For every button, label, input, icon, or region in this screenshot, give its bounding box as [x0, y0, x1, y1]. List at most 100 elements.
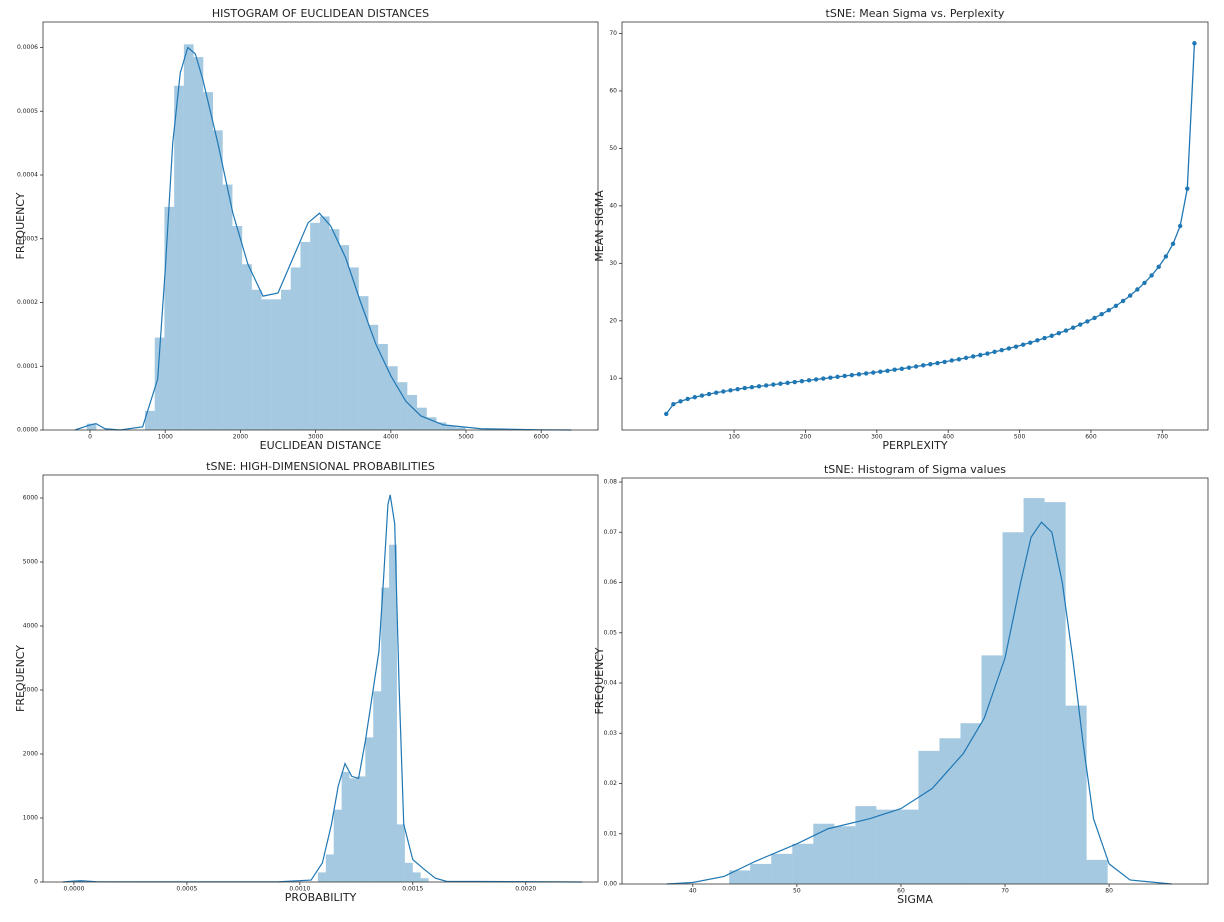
histogram-bar: [981, 655, 1003, 884]
point-marker: [856, 372, 862, 377]
point-marker: [942, 359, 947, 365]
histogram-bar: [349, 267, 359, 430]
histogram-bar: [389, 544, 397, 882]
y-tick-label: 0.07: [604, 529, 618, 536]
histogram-bar: [729, 870, 751, 884]
histogram-bar: [436, 422, 447, 430]
point-marker: [692, 395, 698, 400]
histogram-bar: [154, 337, 165, 430]
axes-frame: [42, 474, 599, 883]
histogram-bar: [420, 878, 429, 882]
point-marker: [1049, 333, 1054, 338]
subplot: tSNE: Histogram of Sigma values SIGMA FREQ…: [593, 463, 1209, 906]
point-marker: [756, 384, 762, 389]
x-tick-label: 6000: [534, 434, 549, 441]
x-axis-label: SIGMA: [897, 893, 933, 906]
y-axis-label: FREQUENCY: [14, 192, 27, 259]
histogram-bar: [349, 778, 358, 882]
y-tick-label: 0: [34, 879, 38, 886]
point-marker: [878, 369, 883, 374]
histogram-bar: [365, 737, 374, 882]
point-marker: [1042, 335, 1047, 341]
y-tick-label: 3000: [23, 687, 38, 694]
point-marker: [678, 399, 683, 404]
histogram-bar: [897, 809, 919, 884]
histogram-bar: [834, 826, 856, 884]
histogram-bar: [771, 853, 793, 884]
x-tick-label: 60: [897, 888, 905, 895]
point-marker: [1120, 298, 1126, 304]
y-tick-label: 5000: [23, 559, 38, 566]
histogram-bar: [281, 289, 291, 430]
point-marker: [963, 355, 969, 361]
axes-frame: [621, 21, 1209, 431]
line-series: [665, 43, 1196, 415]
histogram-bar: [325, 854, 334, 882]
point-marker: [1063, 328, 1069, 333]
x-tick-label: 0.0000: [63, 886, 84, 893]
point-marker: [842, 373, 847, 379]
point-marker: [1056, 330, 1062, 336]
y-tick-label: 10: [609, 375, 617, 382]
x-tick-label: 40: [689, 888, 697, 895]
y-tick-label: 0.03: [604, 730, 618, 737]
histogram-bar: [876, 809, 898, 884]
subplot-title: tSNE: HIGH-DIMENSIONAL PROBABILITIES: [206, 460, 435, 473]
point-marker: [1156, 264, 1161, 269]
x-tick-label: 50: [793, 888, 801, 895]
histogram-bar: [222, 184, 233, 430]
x-tick-label: 2000: [233, 434, 248, 441]
point-marker: [913, 364, 919, 369]
histogram-bar: [1002, 532, 1024, 884]
subplot-title: tSNE: Mean Sigma vs. Perplexity: [826, 7, 1005, 20]
histogram-bar: [426, 417, 437, 430]
point-marker: [835, 374, 840, 380]
x-tick-label: 200: [800, 434, 812, 441]
point-marker: [1085, 319, 1090, 324]
point-marker: [992, 349, 997, 355]
point-marker: [792, 379, 797, 385]
point-marker: [664, 411, 669, 417]
histogram-bar: [1086, 859, 1108, 884]
histogram-bar: [333, 809, 342, 882]
x-tick-label: 5000: [458, 434, 473, 441]
point-marker: [978, 352, 983, 358]
histogram-bar: [412, 872, 421, 882]
point-marker: [1177, 223, 1183, 229]
point-marker: [1070, 325, 1076, 330]
y-tick-label: 0.02: [604, 780, 618, 787]
y-tick-label: 70: [609, 30, 617, 37]
histogram-bar: [329, 229, 340, 430]
point-marker: [885, 368, 890, 374]
point-marker: [1192, 41, 1197, 46]
x-tick-label: 0.0005: [176, 886, 197, 893]
point-marker: [671, 401, 676, 407]
point-marker: [699, 393, 705, 398]
point-marker: [985, 351, 990, 356]
point-marker: [899, 366, 904, 371]
y-tick-label: 4000: [23, 623, 38, 630]
x-axis-label: PERPLEXITY: [882, 439, 947, 452]
histogram-bar: [144, 410, 155, 430]
histogram-bar: [317, 872, 326, 882]
histogram-bar: [455, 427, 466, 430]
x-tick-label: 500: [1014, 434, 1026, 441]
y-tick-label: 0.0003: [17, 235, 38, 242]
point-marker: [906, 365, 912, 370]
y-tick-label: 6000: [23, 495, 38, 502]
histogram-bar: [213, 130, 223, 430]
point-marker: [1142, 280, 1147, 286]
point-marker: [1013, 344, 1019, 349]
x-tick-label: 70: [1001, 888, 1009, 895]
histogram-bar: [750, 863, 772, 884]
point-marker: [1092, 315, 1097, 321]
x-tick-label: 80: [1105, 888, 1113, 895]
point-marker: [763, 383, 769, 388]
point-marker: [1006, 346, 1012, 351]
point-marker: [742, 385, 747, 391]
histogram-bar: [381, 587, 390, 882]
subplot: HISTOGRAM OF EUCLIDEAN DISTANCES EUCLIDEA…: [14, 7, 599, 452]
y-tick-label: 0.0002: [17, 299, 38, 306]
point-marker: [721, 389, 726, 394]
